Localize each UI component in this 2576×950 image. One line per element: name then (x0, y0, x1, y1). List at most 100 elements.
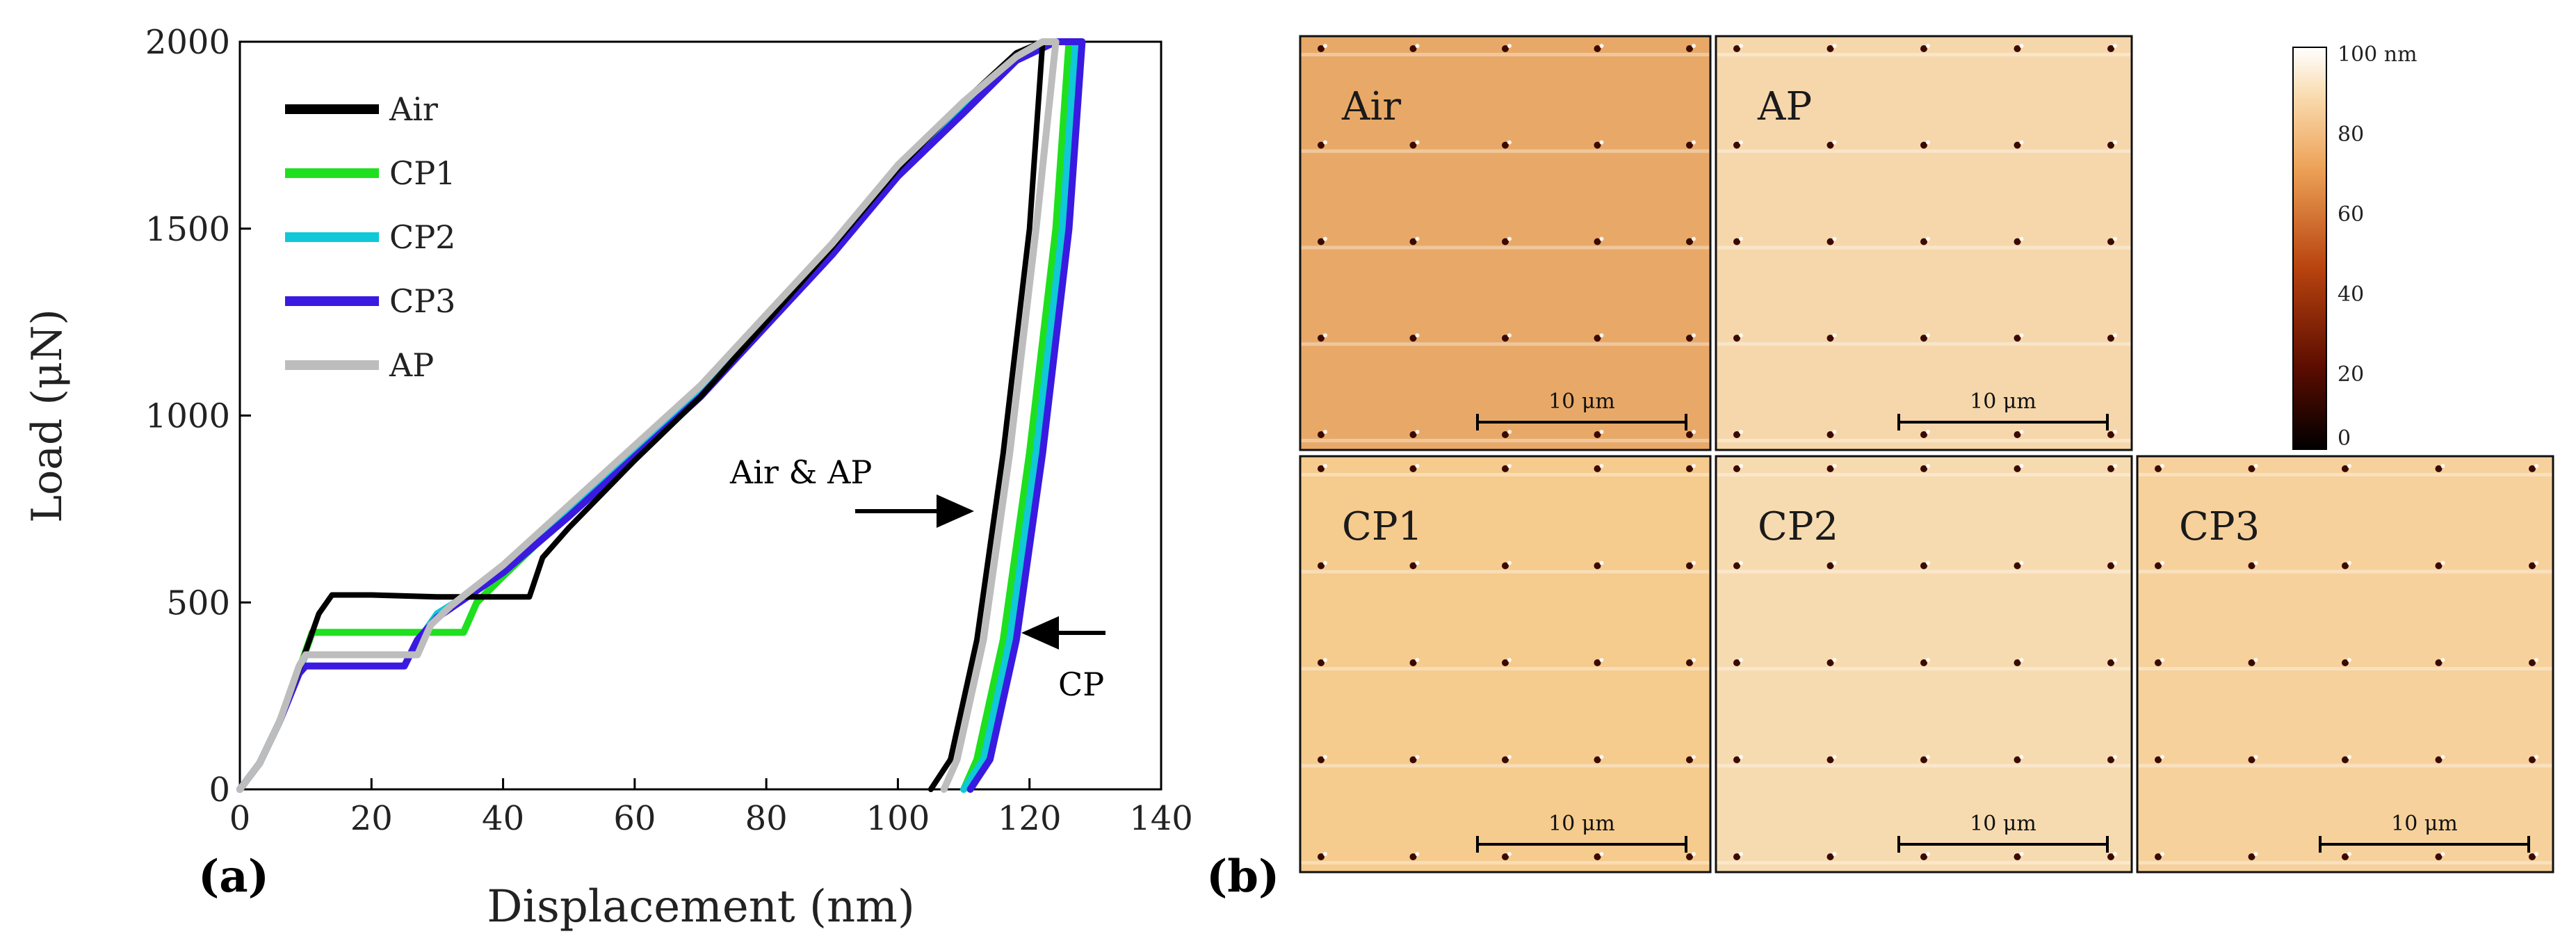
indent-highlight (1926, 44, 1930, 48)
indent-mark (1733, 659, 1740, 666)
indent-highlight (1599, 658, 1604, 662)
indent-highlight (2019, 658, 2024, 662)
indent-highlight (1692, 140, 1696, 145)
indent-mark (1686, 465, 1693, 472)
indent-highlight (1599, 464, 1604, 468)
indent-mark (1409, 335, 1417, 342)
afm-image-cp3: CP3 10 μm (2136, 455, 2554, 873)
scan-streak (1300, 667, 1710, 670)
indent-highlight (2113, 464, 2117, 468)
indent-mark (1409, 45, 1417, 52)
afm-image-border (1299, 35, 1712, 451)
indent-mark (1920, 562, 1927, 570)
indent-highlight (2019, 561, 2024, 565)
indent-mark (1733, 756, 1740, 764)
scan-streak (1300, 149, 1710, 153)
indent-highlight (2113, 755, 2117, 759)
legend-label-air: Air (389, 90, 438, 128)
indent-mark (1318, 335, 1325, 342)
indent-highlight (1507, 852, 1512, 856)
indent-mark (2529, 853, 2536, 860)
indent-highlight (1599, 755, 1604, 759)
afm-image-ap: AP 10 μm (1715, 35, 2133, 451)
indent-highlight (2019, 333, 2024, 338)
indent-mark (1318, 465, 1325, 472)
legend-label-ap: AP (389, 346, 434, 384)
panel-b-label: (b) (1206, 851, 1279, 903)
indent-highlight (1507, 430, 1512, 434)
indent-highlight (1415, 658, 1420, 662)
indent-mark (1409, 756, 1417, 764)
scan-streak (1716, 667, 2132, 670)
afm-image-border (1715, 455, 2133, 873)
indent-mark (1594, 853, 1601, 860)
indent-highlight (1832, 464, 1837, 468)
indent-highlight (1599, 333, 1604, 338)
indent-highlight (2253, 658, 2258, 662)
indent-mark (1826, 562, 1834, 570)
indent-mark (2155, 562, 2162, 570)
indent-mark (1826, 431, 1834, 438)
afm-image-label: CP3 (2179, 504, 2260, 549)
indent-mark (2342, 853, 2349, 860)
indent-mark (1594, 465, 1601, 472)
indent-mark (1686, 141, 1693, 149)
indent-mark (1826, 141, 1834, 149)
indent-mark (1502, 45, 1509, 52)
x-tick-label: 100 (866, 799, 930, 838)
indent-highlight (1415, 44, 1420, 48)
indent-mark (2529, 562, 2536, 570)
indent-mark (1502, 431, 1509, 438)
x-tick-label: 0 (229, 799, 251, 838)
indent-highlight (2253, 755, 2258, 759)
indent-highlight (1739, 236, 1743, 241)
indent-mark (2248, 562, 2255, 570)
indent-highlight (1692, 852, 1696, 856)
legend-label-cp1: CP1 (389, 154, 455, 192)
x-tick-label: 140 (1129, 799, 1193, 838)
indent-mark (2014, 853, 2021, 860)
x-tick-label: 20 (350, 799, 393, 838)
scan-streak (1716, 53, 2132, 56)
scale-bar-label: 10 μm (2391, 812, 2458, 836)
indent-highlight (1926, 658, 1930, 662)
indent-mark (2014, 45, 2021, 52)
indent-highlight (1323, 236, 1327, 241)
indent-mark (1826, 756, 1834, 764)
indent-mark (2107, 853, 2114, 860)
plot-frame (238, 40, 1163, 791)
indent-mark (1502, 465, 1509, 472)
indent-highlight (2253, 561, 2258, 565)
scan-streak (1716, 570, 2132, 574)
indent-mark (1409, 141, 1417, 149)
scan-streak (1300, 861, 1710, 864)
scan-streak (1300, 342, 1710, 346)
indent-mark (1920, 335, 1927, 342)
indent-highlight (1739, 333, 1743, 338)
indent-highlight (1599, 236, 1604, 241)
indent-mark (1409, 465, 1417, 472)
series-layer (236, 38, 1086, 793)
indent-mark (2342, 756, 2349, 764)
afm-image-border (1715, 35, 2133, 451)
indent-mark (1594, 756, 1601, 764)
indent-highlight (2534, 755, 2538, 759)
indent-highlight (2347, 852, 2351, 856)
indent-mark (1920, 756, 1927, 764)
indent-highlight (1507, 333, 1512, 338)
indent-highlight (1832, 236, 1837, 241)
indent-mark (1686, 756, 1693, 764)
indent-mark (2155, 465, 2162, 472)
indent-highlight (1832, 852, 1837, 856)
indent-highlight (1415, 430, 1420, 434)
indent-highlight (2440, 561, 2445, 565)
indent-mark (1686, 45, 1693, 52)
indent-mark (1826, 465, 1834, 472)
indent-mark (2248, 853, 2255, 860)
indent-highlight (2534, 658, 2538, 662)
indent-mark (1594, 335, 1601, 342)
scan-streak (2137, 764, 2553, 768)
indent-highlight (1692, 430, 1696, 434)
scan-streak (1716, 473, 2132, 476)
